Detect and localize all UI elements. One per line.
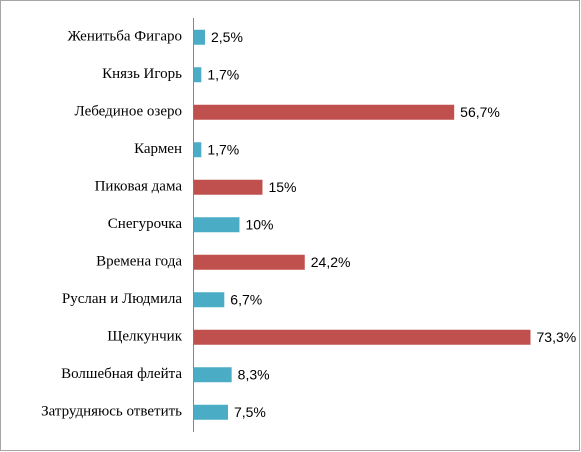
- value-label: 24,2%: [311, 254, 351, 270]
- bar: [193, 329, 531, 345]
- y-tick-label: Затрудняюсь ответить: [41, 404, 182, 420]
- y-tick-label: Женитьба Фигаро: [67, 29, 182, 45]
- value-label: 8,3%: [238, 366, 270, 382]
- value-label: 73,3%: [537, 329, 577, 345]
- bar: [193, 142, 202, 158]
- bar: [193, 217, 240, 233]
- bar: [193, 404, 228, 420]
- value-label: 7,5%: [234, 404, 266, 420]
- bar: [193, 67, 202, 83]
- value-label: 6,7%: [230, 291, 262, 307]
- y-tick-label: Снегурочка: [108, 216, 183, 232]
- y-tick-label: Волшебная флейта: [61, 366, 182, 382]
- bar: [193, 367, 232, 383]
- value-label: 15%: [268, 179, 296, 195]
- value-label: 2,5%: [211, 29, 243, 45]
- y-tick-label: Времена года: [96, 254, 182, 270]
- value-label: 56,7%: [460, 104, 500, 120]
- y-tick-label: Пиковая дама: [95, 179, 183, 195]
- y-tick-label: Щелкунчик: [107, 329, 182, 345]
- value-label: 1,7%: [207, 66, 239, 82]
- bar: [193, 179, 263, 195]
- bar: [193, 254, 305, 270]
- y-tick-label: Кармен: [134, 141, 182, 157]
- y-tick-label: Руслан и Людмила: [62, 291, 182, 307]
- value-label: 10%: [245, 216, 273, 232]
- bar: [193, 292, 225, 308]
- bar: [193, 29, 205, 45]
- y-tick-label: Лебединое озеро: [75, 104, 182, 120]
- value-label: 1,7%: [207, 141, 239, 157]
- y-tick-label: Князь Игорь: [102, 66, 182, 82]
- bar: [193, 104, 455, 120]
